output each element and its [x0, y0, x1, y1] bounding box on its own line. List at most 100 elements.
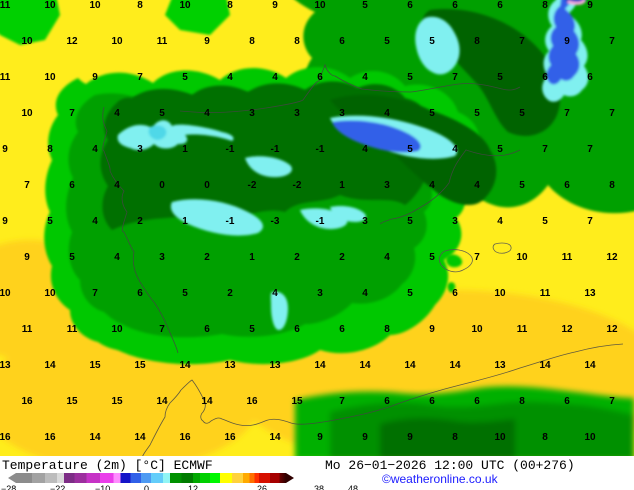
svg-text:8: 8 — [137, 0, 143, 11]
svg-text:14: 14 — [449, 360, 461, 371]
svg-text:7: 7 — [474, 252, 480, 263]
svg-text:6: 6 — [317, 72, 323, 83]
svg-text:10: 10 — [494, 432, 506, 443]
svg-text:7: 7 — [519, 36, 525, 47]
svg-text:8: 8 — [384, 324, 390, 335]
svg-text:16: 16 — [21, 396, 33, 407]
svg-text:10: 10 — [44, 288, 56, 299]
svg-text:-1: -1 — [271, 144, 280, 155]
svg-text:10: 10 — [111, 36, 123, 47]
svg-text:5: 5 — [69, 252, 75, 263]
svg-text:7: 7 — [339, 396, 345, 407]
svg-text:7: 7 — [137, 72, 143, 83]
svg-text:4: 4 — [362, 144, 368, 155]
svg-text:10: 10 — [21, 108, 33, 119]
svg-text:3: 3 — [362, 216, 368, 227]
svg-text:7: 7 — [69, 108, 75, 119]
svg-text:4: 4 — [384, 108, 390, 119]
svg-text:10: 10 — [44, 0, 56, 11]
svg-text:15: 15 — [89, 360, 101, 371]
svg-text:5: 5 — [384, 36, 390, 47]
svg-text:9: 9 — [429, 324, 435, 335]
svg-text:8: 8 — [474, 36, 480, 47]
svg-text:8: 8 — [227, 0, 233, 11]
svg-text:10: 10 — [21, 36, 33, 47]
svg-text:6: 6 — [339, 36, 345, 47]
svg-text:7: 7 — [452, 72, 458, 83]
svg-text:4: 4 — [272, 288, 278, 299]
svg-text:14: 14 — [179, 360, 191, 371]
svg-text:5: 5 — [47, 216, 53, 227]
svg-text:9: 9 — [2, 144, 8, 155]
svg-text:8: 8 — [452, 432, 458, 443]
svg-text:15: 15 — [111, 396, 123, 407]
svg-text:10: 10 — [111, 324, 123, 335]
svg-text:13: 13 — [269, 360, 281, 371]
svg-text:8: 8 — [542, 432, 548, 443]
svg-text:5: 5 — [407, 216, 413, 227]
svg-text:12: 12 — [606, 324, 618, 335]
svg-text:7: 7 — [542, 144, 548, 155]
svg-text:15: 15 — [134, 360, 146, 371]
svg-text:7: 7 — [587, 144, 593, 155]
svg-text:10: 10 — [471, 324, 483, 335]
svg-text:10: 10 — [179, 0, 191, 11]
svg-text:5: 5 — [362, 0, 368, 11]
svg-text:-1: -1 — [316, 216, 325, 227]
svg-text:3: 3 — [159, 252, 165, 263]
svg-text:7: 7 — [564, 108, 570, 119]
svg-text:13: 13 — [494, 360, 506, 371]
svg-text:12: 12 — [561, 324, 573, 335]
svg-text:1: 1 — [182, 144, 188, 155]
svg-text:9: 9 — [24, 252, 30, 263]
svg-text:6: 6 — [429, 396, 435, 407]
svg-text:14: 14 — [44, 360, 56, 371]
svg-text:8: 8 — [519, 396, 525, 407]
svg-text:4: 4 — [204, 108, 210, 119]
svg-text:9: 9 — [587, 0, 593, 11]
svg-text:13: 13 — [224, 360, 236, 371]
svg-text:2: 2 — [294, 252, 300, 263]
svg-text:4: 4 — [92, 144, 98, 155]
svg-text:6: 6 — [339, 324, 345, 335]
svg-text:5: 5 — [497, 72, 503, 83]
svg-text:6: 6 — [542, 72, 548, 83]
svg-text:3: 3 — [317, 288, 323, 299]
svg-text:6: 6 — [384, 396, 390, 407]
svg-text:14: 14 — [156, 396, 168, 407]
svg-text:6: 6 — [204, 324, 210, 335]
svg-text:6: 6 — [69, 180, 75, 191]
svg-text:7: 7 — [609, 108, 615, 119]
svg-text:6: 6 — [137, 288, 143, 299]
svg-text:5: 5 — [407, 144, 413, 155]
svg-text:3: 3 — [339, 108, 345, 119]
svg-text:2: 2 — [204, 252, 210, 263]
svg-text:16: 16 — [0, 432, 11, 443]
svg-text:11: 11 — [562, 252, 573, 263]
svg-text:12: 12 — [66, 36, 78, 47]
svg-text:1: 1 — [339, 180, 345, 191]
svg-text:4: 4 — [227, 72, 233, 83]
svg-text:5: 5 — [249, 324, 255, 335]
svg-text:4: 4 — [114, 108, 120, 119]
svg-text:3: 3 — [384, 180, 390, 191]
svg-text:3: 3 — [452, 216, 458, 227]
svg-text:4: 4 — [429, 180, 435, 191]
svg-text:9: 9 — [92, 72, 98, 83]
svg-text:8: 8 — [249, 36, 255, 47]
svg-text:4: 4 — [272, 72, 278, 83]
svg-text:11: 11 — [67, 324, 78, 335]
svg-text:15: 15 — [291, 396, 303, 407]
svg-text:16: 16 — [179, 432, 191, 443]
svg-text:5: 5 — [407, 72, 413, 83]
svg-text:11: 11 — [540, 288, 551, 299]
svg-text:1: 1 — [182, 216, 188, 227]
svg-text:3: 3 — [137, 144, 143, 155]
svg-text:14: 14 — [359, 360, 371, 371]
svg-text:4: 4 — [497, 216, 503, 227]
svg-text:15: 15 — [66, 396, 78, 407]
svg-text:-1: -1 — [316, 144, 325, 155]
svg-text:11: 11 — [517, 324, 528, 335]
svg-text:10: 10 — [89, 0, 101, 11]
svg-text:0: 0 — [159, 180, 165, 191]
